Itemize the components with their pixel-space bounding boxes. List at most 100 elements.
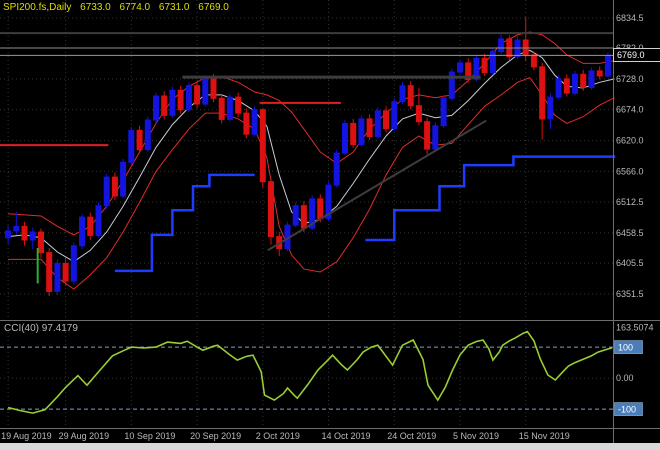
price-axis-tick-label: 6566.0 bbox=[616, 166, 644, 176]
candle-body bbox=[448, 71, 455, 99]
candle-body bbox=[144, 119, 151, 151]
candle-body bbox=[432, 125, 439, 150]
candle-body bbox=[243, 112, 250, 135]
candle-body bbox=[317, 198, 324, 220]
candle-body bbox=[70, 245, 77, 282]
candle-body bbox=[111, 176, 118, 197]
candle-body bbox=[259, 109, 266, 183]
window-bottom-strip bbox=[0, 443, 660, 450]
cci-indicator-line bbox=[7, 330, 613, 414]
candle-body bbox=[251, 109, 258, 135]
cci-axis-tick-label: 0.00 bbox=[616, 373, 634, 383]
candle-body bbox=[46, 252, 53, 293]
candle-body bbox=[226, 96, 233, 120]
candle-body bbox=[415, 105, 422, 123]
candle-body bbox=[547, 96, 554, 120]
symbol-period-label: SPI200.fs,Daily bbox=[3, 2, 72, 13]
price-axis-tick-label: 6512.5 bbox=[616, 197, 644, 207]
cci-axis-tick-label: 163.5074 bbox=[616, 322, 654, 332]
price-axis-tick-label: 6834.5 bbox=[616, 13, 644, 23]
candle-body bbox=[473, 57, 480, 80]
candle-body bbox=[596, 70, 603, 77]
chart-symbol-title: SPI200.fs,Daily 6733.0 6774.0 6731.0 676… bbox=[3, 2, 229, 13]
date-axis-label: 10 Sep 2019 bbox=[124, 431, 175, 441]
date-axis-label: 29 Aug 2019 bbox=[59, 431, 110, 441]
date-axis-label: 19 Aug 2019 bbox=[1, 431, 52, 441]
candle-body bbox=[136, 129, 143, 151]
price-axis-tick-label: 6620.0 bbox=[616, 136, 644, 146]
date-axis-label: 2 Oct 2019 bbox=[256, 431, 300, 441]
candle-body bbox=[103, 176, 110, 207]
candle-body bbox=[218, 97, 225, 120]
candle-body bbox=[120, 161, 127, 197]
candle-body bbox=[300, 205, 307, 229]
candle-body bbox=[87, 216, 94, 236]
current-price-tag: 6769.0 bbox=[613, 48, 660, 62]
candle-body bbox=[563, 78, 570, 94]
candle-body bbox=[62, 262, 69, 282]
candle-body bbox=[153, 95, 159, 121]
candle-body bbox=[309, 198, 316, 229]
candle-body bbox=[539, 66, 546, 120]
candle-body bbox=[481, 57, 488, 74]
cci-layer bbox=[7, 330, 613, 414]
date-axis-label: 15 Nov 2019 bbox=[519, 431, 570, 441]
candle-body bbox=[555, 78, 562, 98]
price-axis-tick-label: 6728.0 bbox=[616, 74, 644, 84]
candle-body bbox=[13, 225, 20, 232]
candle-body bbox=[522, 39, 529, 56]
time-axis[interactable]: 19 Aug 2019 29 Aug 2019 10 Sep 2019 20 Sep … bbox=[1, 431, 570, 441]
date-axis-label: 24 Oct 2019 bbox=[387, 431, 436, 441]
candle-body bbox=[399, 85, 406, 103]
candle-body bbox=[440, 97, 447, 127]
cci-level-badge bbox=[614, 340, 643, 354]
candle-body bbox=[465, 62, 472, 81]
candle-body bbox=[79, 216, 85, 247]
candle-body bbox=[169, 89, 176, 116]
candle-body bbox=[580, 73, 587, 88]
candle-body bbox=[366, 118, 373, 138]
candle-body bbox=[407, 85, 414, 107]
candle-body bbox=[268, 181, 274, 238]
candle-body bbox=[374, 110, 381, 138]
cci-level-badge bbox=[614, 402, 643, 416]
cci-level-badge-label: -100 bbox=[618, 405, 636, 415]
candle-body bbox=[161, 95, 168, 116]
candle-body bbox=[588, 70, 595, 89]
candle-body bbox=[202, 78, 209, 105]
trailing-stop-step-line bbox=[365, 155, 616, 242]
drawings-layer bbox=[0, 32, 613, 284]
trailing-stop-step-line bbox=[114, 173, 255, 273]
candle-body bbox=[38, 231, 44, 254]
ohlc-high-value: 6774.0 bbox=[119, 2, 151, 13]
candle-body bbox=[5, 230, 12, 239]
candle-body bbox=[21, 225, 28, 241]
candle-body bbox=[235, 96, 242, 114]
candle-body bbox=[572, 73, 578, 94]
candle-body bbox=[95, 205, 102, 236]
candle-body bbox=[457, 62, 463, 73]
date-axis-label: 14 Oct 2019 bbox=[322, 431, 371, 441]
candle-body bbox=[210, 78, 217, 99]
candle-body bbox=[358, 118, 365, 146]
cci-axis[interactable]: 163.5074 100 0.00 -100 bbox=[614, 322, 654, 416]
candle-body bbox=[391, 101, 398, 130]
date-axis-label: 20 Sep 2019 bbox=[190, 431, 241, 441]
lower-band-line bbox=[8, 77, 615, 290]
candle-body bbox=[383, 110, 389, 130]
ohlc-close-value: 6769.0 bbox=[198, 2, 229, 13]
candle-body bbox=[177, 89, 184, 111]
candle-body bbox=[604, 54, 611, 77]
cci-indicator-label: CCI(40) 97.4179 bbox=[4, 323, 78, 334]
candle-body bbox=[530, 54, 537, 68]
candle-body bbox=[185, 85, 192, 111]
candle-body bbox=[342, 122, 348, 154]
price-axis-tick-label: 6674.0 bbox=[616, 105, 644, 115]
candle-body bbox=[350, 122, 357, 146]
candle-body bbox=[333, 152, 340, 186]
candle-body bbox=[128, 129, 135, 163]
